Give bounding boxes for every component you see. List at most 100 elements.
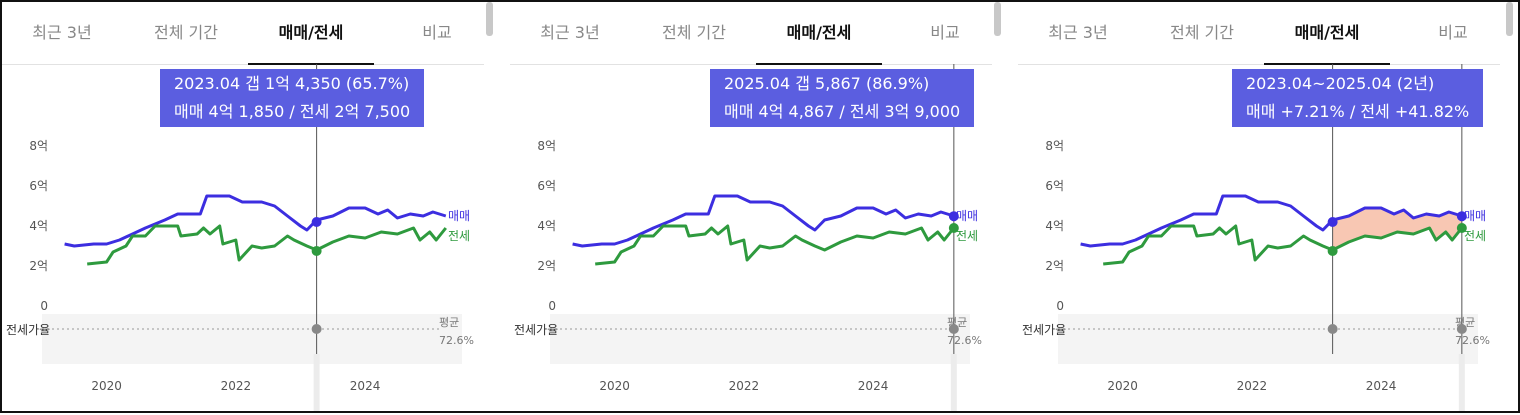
active-tab-underline [248, 63, 374, 65]
x-tick-label: 2024 [858, 379, 889, 393]
ratio-band [1058, 314, 1478, 364]
y-tick-label: 2억 [1045, 259, 1064, 273]
scrollbar-thumb[interactable] [486, 2, 493, 36]
tab-compare[interactable]: 비교 [422, 23, 452, 42]
tab-all-period[interactable]: 전체 기간 [1170, 23, 1234, 42]
scrollbar-thumb[interactable] [1506, 2, 1513, 36]
x-tick-label: 2022 [221, 379, 252, 393]
chart-panel-2: 최근 3년 전체 기간 매매/전세 비교 전세가율 평균 72.6% 8억 6억 4억 2억… [510, 2, 1010, 411]
y-tick-label: 6억 [29, 179, 48, 193]
active-tab-underline [756, 63, 882, 65]
tooltip-line-2: 매매 4억 4,867 / 전세 3억 9,000 [724, 102, 961, 121]
chart-tooltip: 2023.04 갭 1억 4,350 (65.7%) 매매 4억 1,850 /… [160, 69, 425, 127]
chart-panel-3: 최근 3년 전체 기간 매매/전세 비교 전세가율 평균 72.6% 8억 6억 4억 2억… [1018, 2, 1518, 411]
x-tick-label: 2020 [599, 379, 630, 393]
tab-sale-jeonse[interactable]: 매매/전세 [786, 23, 852, 42]
average-value: 72.6% [947, 334, 982, 347]
y-tick-label: 4억 [1045, 219, 1064, 233]
ratio-label: 전세가율 [514, 323, 558, 337]
chart-panel-1: 최근 3년 전체 기간 매매/전세 비교 전세가율 평균 72.6% 8억 6억 4억 2억… [2, 2, 502, 411]
price-chart: 전세가율 평균 72.6% 8억 6억 4억 2억 0 2020 2022 2024 매매 전세 202… [510, 64, 1010, 411]
tooltip-line-2: 매매 4억 1,850 / 전세 2억 7,500 [174, 102, 411, 121]
tooltip-line-1: 2023.04 갭 1억 4,350 (65.7%) [174, 74, 410, 93]
tab-bar: 최근 3년 전체 기간 매매/전세 비교 [2, 2, 484, 65]
ratio-label: 전세가율 [6, 323, 50, 337]
jeonse-line-label: 전세 [956, 229, 978, 243]
scrollbar-thumb[interactable] [994, 2, 1001, 36]
tab-recent-3y[interactable]: 최근 3년 [32, 23, 92, 42]
ratio-band [550, 314, 970, 364]
average-value: 72.6% [1455, 334, 1490, 347]
ratio-marker [311, 324, 322, 334]
x-tick-label: 2022 [729, 379, 760, 393]
sale-line-label: 매매 [1464, 209, 1486, 223]
jeonse-line-label: 전세 [1464, 229, 1486, 243]
tab-bar: 최근 3년 전체 기간 매매/전세 비교 [1018, 2, 1500, 65]
x-tick-label: 2020 [1107, 379, 1138, 393]
jeonse-price-line [87, 224, 447, 266]
tooltip-line-1: 2023.04~2025.04 (2년) [1246, 74, 1435, 93]
sale-price-line [572, 194, 955, 248]
active-tab-underline [1264, 63, 1390, 65]
y-tick-label: 6억 [537, 179, 556, 193]
average-value: 72.6% [439, 334, 474, 347]
y-tick-label: 4억 [537, 219, 556, 233]
sale-marker [1327, 217, 1338, 227]
cursor-shadow [313, 354, 320, 411]
chart-tooltip: 2025.04 갭 5,867 (86.9%) 매매 4억 4,867 / 전세… [710, 69, 975, 127]
ratio-marker [1327, 324, 1338, 334]
sale-marker [1456, 211, 1467, 222]
cursor-shadow [1458, 354, 1465, 411]
jeonse-marker [1327, 246, 1338, 256]
y-tick-label: 2억 [29, 259, 48, 273]
ratio-marker [948, 324, 959, 334]
price-chart: 전세가율 평균 72.6% 8억 6억 4억 2억 0 2020 2022 2024 매매 전세 202… [2, 64, 502, 411]
jeonse-marker [1456, 223, 1467, 233]
tab-sale-jeonse[interactable]: 매매/전세 [278, 23, 344, 42]
jeonse-line-label: 전세 [448, 229, 470, 243]
gap-range-area [1332, 208, 1462, 250]
tab-recent-3y[interactable]: 최근 3년 [540, 23, 600, 42]
tooltip-line-2: 매매 +7.21% / 전세 +41.82% [1246, 102, 1470, 121]
ratio-label: 전세가율 [1022, 323, 1066, 337]
tooltip-line-1: 2025.04 갭 5,867 (86.9%) [724, 74, 930, 93]
sale-price-line [64, 194, 447, 248]
y-tick-label: 8억 [537, 139, 556, 153]
tab-all-period[interactable]: 전체 기간 [662, 23, 726, 42]
y-tick-label: 4억 [29, 219, 48, 233]
x-tick-label: 2020 [91, 379, 122, 393]
ratio-band [42, 314, 462, 364]
y-tick-label: 6억 [1045, 179, 1064, 193]
y-tick-label: 8억 [1045, 139, 1064, 153]
y-tick-label: 8억 [29, 139, 48, 153]
x-tick-label: 2022 [1237, 379, 1268, 393]
jeonse-price-line [1103, 224, 1463, 266]
tab-all-period[interactable]: 전체 기간 [154, 23, 218, 42]
sale-marker [948, 211, 959, 222]
tab-sale-jeonse[interactable]: 매매/전세 [1294, 23, 1360, 42]
y-tick-label: 0 [548, 299, 556, 313]
sale-line-label: 매매 [956, 209, 978, 223]
tab-bar: 최근 3년 전체 기간 매매/전세 비교 [510, 2, 992, 65]
jeonse-marker [311, 246, 322, 256]
cursor-shadow [950, 354, 957, 411]
tab-compare[interactable]: 비교 [930, 23, 960, 42]
ratio-marker [1456, 324, 1467, 334]
y-tick-label: 0 [1056, 299, 1064, 313]
y-tick-label: 2억 [537, 259, 556, 273]
jeonse-marker [948, 223, 959, 233]
price-chart: 전세가율 평균 72.6% 8억 6억 4억 2억 0 2020 2022 2024 매매 전세 202… [1018, 64, 1518, 411]
y-tick-label: 0 [40, 299, 48, 313]
chart-tooltip: 2023.04~2025.04 (2년) 매매 +7.21% / 전세 +41.… [1232, 69, 1484, 127]
sale-price-line [1080, 194, 1463, 248]
sale-marker [311, 217, 322, 227]
sale-line-label: 매매 [448, 209, 470, 223]
jeonse-price-line [595, 224, 955, 266]
x-tick-label: 2024 [350, 379, 381, 393]
tab-recent-3y[interactable]: 최근 3년 [1048, 23, 1108, 42]
tab-compare[interactable]: 비교 [1438, 23, 1468, 42]
